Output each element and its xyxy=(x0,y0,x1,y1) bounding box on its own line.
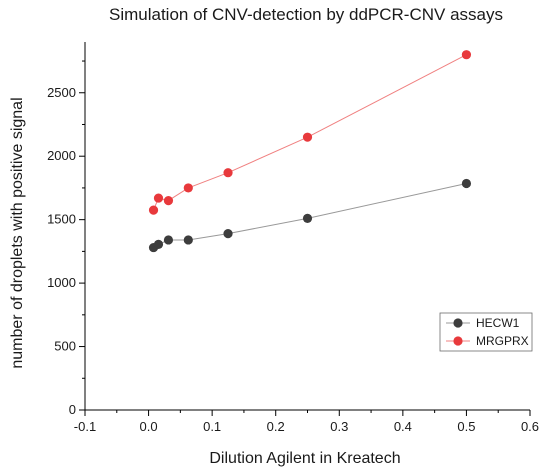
legend-label-hecw1: HECW1 xyxy=(476,316,520,330)
data-point-mrgprx xyxy=(461,50,472,60)
data-point-mrgprx xyxy=(153,193,164,203)
x-tick-label: 0.4 xyxy=(394,419,412,434)
y-tick-label: 2500 xyxy=(47,85,76,100)
axes: 0 500 1000 1500 2000 2500 -0.1 0.0 0.1 0.2 0.3 0.4 0… xyxy=(47,42,539,434)
x-tick-label: 0.5 xyxy=(457,419,475,434)
x-axis-title: Dilution Agilent in Kreatech xyxy=(209,450,400,467)
legend-marker-hecw1 xyxy=(453,318,463,328)
data-point-mrgprx xyxy=(163,196,174,206)
data-point-hecw1 xyxy=(183,235,193,245)
x-tick-label: 0.2 xyxy=(267,419,285,434)
plot-area xyxy=(148,50,472,253)
legend-label-mrgprx: MRGPRX xyxy=(476,334,529,348)
data-point-mrgprx xyxy=(148,205,159,215)
legend-marker-mrgprx xyxy=(453,336,463,346)
x-tick-label: 0.0 xyxy=(140,419,158,434)
data-point-hecw1 xyxy=(461,178,472,189)
data-point-hecw1 xyxy=(163,235,174,245)
data-point-mrgprx xyxy=(223,168,233,178)
y-tick-label: 1000 xyxy=(47,275,76,290)
data-point-hecw1 xyxy=(302,213,313,223)
chart-title: Simulation of CNV-detection by ddPCR-CNV… xyxy=(109,5,503,24)
data-point-hecw1 xyxy=(223,229,233,239)
y-axis-title: number of droplets with positive signal xyxy=(9,97,26,368)
x-tick-label: 0.6 xyxy=(521,419,539,434)
data-point-hecw1 xyxy=(153,239,164,249)
y-tick-label: 1500 xyxy=(47,212,76,227)
x-tick-label: 0.1 xyxy=(203,419,221,434)
data-point-mrgprx xyxy=(302,132,313,142)
data-point-mrgprx xyxy=(183,183,193,193)
legend: HECW1 MRGPRX xyxy=(439,312,533,352)
y-tick-label: 500 xyxy=(54,339,76,354)
y-tick-label: 2000 xyxy=(47,148,76,163)
x-tick-label: 0.3 xyxy=(330,419,348,434)
series-line-mrgprx xyxy=(153,54,467,211)
y-tick-label: 0 xyxy=(69,402,76,417)
x-tick-label: -0.1 xyxy=(74,419,96,434)
